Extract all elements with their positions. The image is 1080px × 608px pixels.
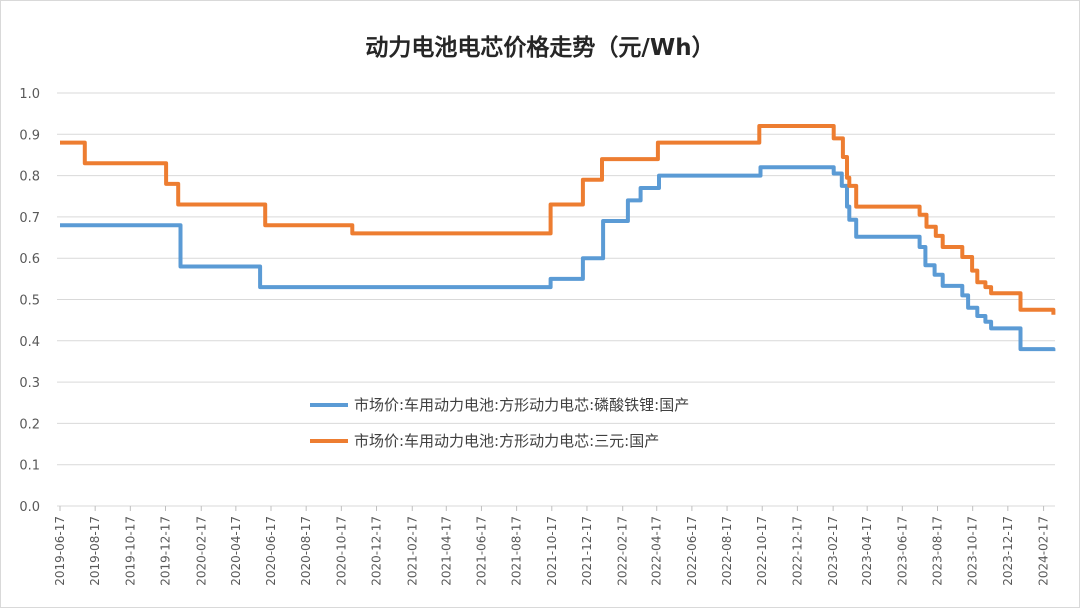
y-tick-label: 1.0 [19, 87, 40, 102]
x-tick-label: 2022-10-17 [755, 516, 769, 586]
legend-label: 市场价:车用动力电池:方形动力电芯:三元:国产 [354, 432, 659, 450]
x-tick-label: 2020-12-17 [370, 516, 384, 586]
y-tick-label: 0.1 [19, 459, 40, 474]
x-tick-label: 2023-12-17 [1001, 516, 1015, 586]
y-tick-label: 0.6 [19, 252, 40, 267]
series-line-0 [60, 165, 1056, 352]
x-tick-label: 2023-04-17 [860, 516, 874, 586]
x-tick-label: 2019-08-17 [88, 516, 102, 586]
x-tick-label: 2022-02-17 [616, 516, 630, 586]
x-tick-label: 2023-02-17 [826, 516, 840, 586]
x-axis-ticks: 2019-06-17 2019-08-17 2019-10-17 2019-12-17… [53, 506, 1051, 586]
x-tick-label: 2020-04-17 [229, 516, 243, 586]
gridlines [57, 92, 1055, 507]
x-tick-label: 2024-02-17 [1037, 516, 1051, 586]
series-line-1 [60, 124, 1056, 315]
y-tick-label: 0.7 [19, 211, 40, 226]
y-tick-label: 0.3 [19, 376, 40, 391]
y-axis-ticks: 0.0 0.1 0.2 0.3 0.4 0.5 0.6 0.7 0.8 0.9 1.0 [19, 87, 40, 515]
x-tick-label: 2023-08-17 [931, 516, 945, 586]
y-tick-label: 0.8 [19, 170, 40, 185]
x-tick-label: 2020-02-17 [194, 516, 208, 586]
x-tick-label: 2022-08-17 [720, 516, 734, 586]
series-lines [60, 124, 1056, 352]
x-tick-label: 2023-06-17 [895, 516, 909, 586]
x-tick-label: 2019-06-17 [53, 516, 67, 586]
legend-label: 市场价:车用动力电池:方形动力电芯:磷酸铁锂:国产 [354, 396, 689, 414]
x-tick-label: 2021-04-17 [439, 516, 453, 586]
x-tick-label: 2021-12-17 [580, 516, 594, 586]
x-tick-label: 2021-06-17 [474, 516, 488, 586]
x-tick-label: 2020-08-17 [299, 516, 313, 586]
x-tick-label: 2021-02-17 [405, 516, 419, 586]
y-tick-label: 0.0 [19, 500, 40, 515]
y-tick-label: 0.2 [19, 417, 40, 432]
x-tick-label: 2023-10-17 [966, 516, 980, 586]
x-tick-label: 2020-06-17 [264, 516, 278, 586]
x-tick-label: 2022-06-17 [685, 516, 699, 586]
x-tick-label: 2019-10-17 [123, 516, 137, 586]
x-tick-label: 2019-12-17 [159, 516, 173, 586]
y-tick-label: 0.4 [19, 335, 40, 350]
x-tick-label: 2021-08-17 [510, 516, 524, 586]
y-tick-label: 0.5 [19, 294, 40, 309]
x-tick-label: 2022-12-17 [790, 516, 804, 586]
legend: 市场价:车用动力电池:方形动力电芯:磷酸铁锂:国产市场价:车用动力电池:方形动力… [310, 396, 689, 450]
x-tick-label: 2022-04-17 [650, 516, 664, 586]
chart-title: 动力电池电芯价格走势（元/Wh） [365, 34, 714, 61]
x-tick-label: 2020-10-17 [334, 516, 348, 586]
x-tick-label: 2021-10-17 [545, 516, 559, 586]
y-tick-label: 0.9 [19, 128, 40, 143]
